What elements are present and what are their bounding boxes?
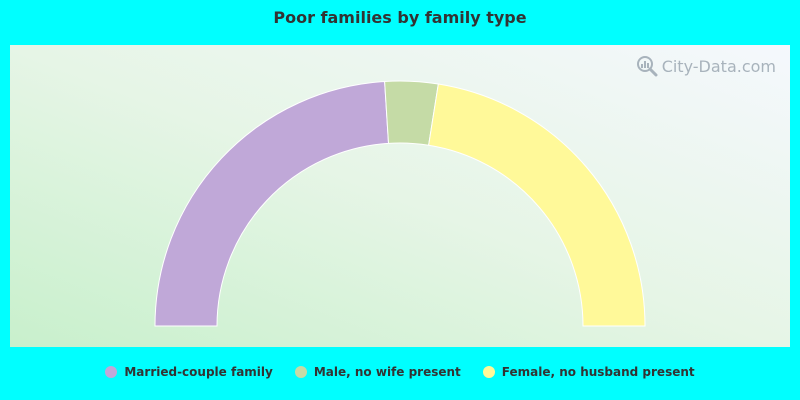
watermark: City-Data.com bbox=[636, 55, 776, 77]
legend-label-married-couple: Married-couple family bbox=[124, 365, 273, 379]
legend-item-male-no-wife: Male, no wife present bbox=[294, 365, 461, 379]
legend-swatch-male-no-wife bbox=[294, 366, 307, 378]
magnifier-chart-icon bbox=[636, 56, 658, 77]
legend: Married-couple family Male, no wife pres… bbox=[0, 365, 800, 379]
watermark-text: City-Data.com bbox=[661, 56, 776, 76]
half-donut-chart bbox=[154, 80, 646, 327]
legend-label-female-no-husband: Female, no husband present bbox=[501, 365, 695, 379]
legend-item-female-no-husband: Female, no husband present bbox=[482, 365, 695, 379]
slices bbox=[154, 80, 646, 327]
slice-female-no-husband bbox=[428, 83, 646, 327]
plot-area: City-Data.com bbox=[10, 45, 790, 347]
legend-swatch-female-no-husband bbox=[482, 366, 495, 378]
legend-item-married-couple: Married-couple family bbox=[105, 365, 273, 379]
slice-married-couple bbox=[154, 80, 390, 327]
legend-swatch-married-couple bbox=[105, 366, 118, 378]
legend-label-male-no-wife: Male, no wife present bbox=[313, 365, 461, 379]
chart-title: Poor families by family type bbox=[273, 8, 527, 27]
